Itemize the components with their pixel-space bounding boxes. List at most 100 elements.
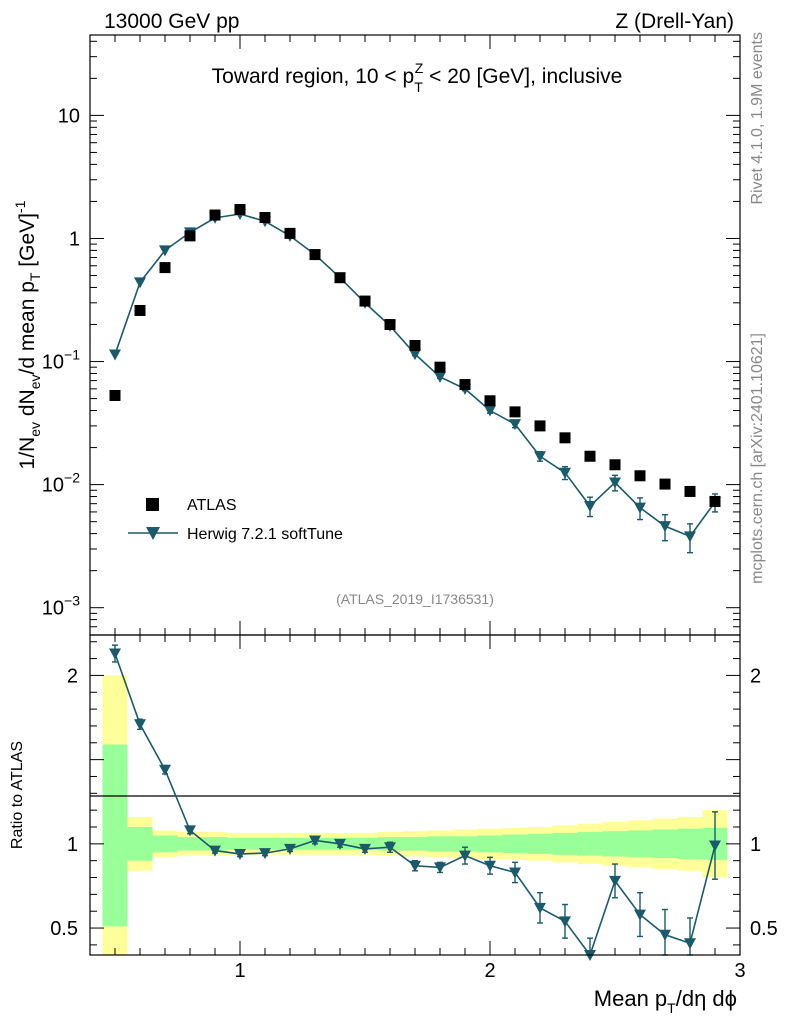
atlas-data-point [659, 478, 671, 490]
mc-line-ratio [114, 653, 716, 957]
mc-line-main [114, 213, 716, 538]
mc-point-ratio [534, 902, 546, 914]
ratio-band-inner [277, 837, 303, 850]
ratio-band-inner [652, 829, 678, 859]
mc-point-ratio [609, 875, 621, 887]
ratio-band-inner [202, 837, 228, 851]
ratio-band-inner [227, 837, 253, 850]
ratio-band-inner [552, 832, 578, 855]
mc-point-ratio [334, 838, 346, 850]
mc-point-ratio [709, 840, 721, 852]
atlas-data-point [259, 212, 271, 224]
atlas-data-point [209, 209, 221, 221]
ratio-ylabel: Ratio to ATLAS [9, 741, 26, 849]
mc-point-ratio [109, 648, 121, 660]
legend-mc-label: Herwig 7.2.1 softTune [187, 526, 343, 543]
mc-point-ratio [509, 867, 521, 879]
x-tick-label: 2 [484, 960, 495, 982]
ratio-band-inner [627, 830, 653, 858]
mc-point-main [134, 277, 146, 289]
ratio-ytick-label-left: 2 [67, 665, 78, 687]
atlas-data-point [109, 389, 121, 401]
atlas-data-point [559, 432, 571, 444]
ratio-band-inner [527, 833, 553, 854]
ratio-band-inner [402, 837, 428, 851]
ratio-band-inner [577, 832, 603, 856]
rivet-label: Rivet 4.1.0, 1.9M events [749, 32, 766, 205]
mc-point-ratio [134, 719, 146, 731]
mc-point-ratio [559, 916, 571, 928]
mc-point-main [509, 419, 521, 431]
atlas-data-point [434, 361, 446, 373]
mc-point-main [159, 245, 171, 257]
atlas-data-point [484, 395, 496, 407]
legend-atlas-marker [146, 498, 159, 511]
atlas-data-point [184, 230, 196, 242]
mc-point-ratio [284, 843, 296, 855]
mc-point-ratio [459, 850, 471, 862]
mc-point-ratio [484, 860, 496, 872]
ratio-band-inner [152, 835, 178, 853]
mc-point-main [109, 349, 121, 361]
mc-point-main [584, 501, 596, 513]
atlas-data-point [534, 420, 546, 432]
ratio-ytick-label-left: 0.5 [50, 918, 78, 940]
mc-point-main [609, 477, 621, 489]
main-ytick-label: 10−1 [42, 347, 80, 374]
mc-point-ratio [259, 848, 271, 860]
x-tick-label: 1 [234, 960, 245, 982]
mc-point-main [409, 349, 421, 361]
atlas-data-point [609, 459, 621, 471]
ratio-band-inner [352, 837, 378, 850]
ratio-band-inner [502, 834, 528, 854]
ratio-band-inner [252, 837, 278, 850]
atlas-data-point [334, 272, 346, 284]
ratio-band-inner [427, 836, 453, 852]
atlas-data-point [409, 340, 421, 352]
mc-point-ratio [684, 938, 696, 950]
main-ytick-label: 10−2 [42, 470, 80, 497]
atlas-data-point [584, 450, 596, 462]
atlas-data-point [709, 495, 721, 507]
ratio-ytick-label-right: 0.5 [750, 918, 778, 940]
atlas-data-point [384, 318, 396, 330]
ratio-ytick-label-right: 2 [750, 665, 761, 687]
legend-atlas-label: ATLAS [187, 497, 237, 514]
ratio-band-inner [102, 744, 128, 927]
ratio-band-inner [477, 835, 503, 853]
mc-point-ratio [159, 764, 171, 776]
mc-point-main [534, 451, 546, 463]
ratio-ytick-label-right: 1 [750, 834, 761, 856]
mc-point-main [684, 531, 696, 543]
atlas-data-point [159, 262, 171, 274]
ratio-frame [89, 634, 741, 956]
header-right: Z (Drell-Yan) [615, 10, 734, 33]
mcplots-label: mcplots.cern.ch [arXiv:2401.10621] [749, 333, 766, 584]
mc-point-ratio [434, 862, 446, 874]
legend-mc-marker [146, 527, 160, 540]
main-ytick-label: 10−3 [42, 593, 80, 620]
mc-point-ratio [184, 825, 196, 837]
mc-point-main [484, 405, 496, 417]
atlas-data-point [684, 485, 696, 497]
mc-point-main [659, 521, 671, 533]
main-panel: Toward region, 10 < pTZ < 20 [GeV], incl… [12, 34, 741, 636]
main-ylabel: 1/Nev dNev/d mean pT [GeV]-1 [12, 200, 43, 469]
mc-point-main [434, 371, 446, 383]
mc-point-ratio [309, 835, 321, 847]
ratio-band-inner [452, 836, 478, 852]
plot-title: Toward region, 10 < pTZ < 20 [GeV], incl… [212, 60, 623, 95]
mc-point-ratio [209, 845, 221, 857]
ratio-panel: 2 2 1 1 0.5 0.5 1 2 3 Ratio to ATLAS Mean pT/dη… [9, 634, 778, 1016]
mc-point-ratio [384, 842, 396, 854]
main-frame [89, 34, 741, 636]
ratio-band-inner [177, 837, 203, 851]
mc-point-ratio [234, 848, 246, 860]
main-ytick-label: 10 [58, 105, 80, 127]
main-ytick-label: 1 [69, 228, 80, 250]
atlas-data-point [284, 227, 296, 239]
atlas-data-point [459, 379, 471, 391]
atlas-data-point [509, 406, 521, 418]
atlas-data-point [134, 304, 146, 316]
